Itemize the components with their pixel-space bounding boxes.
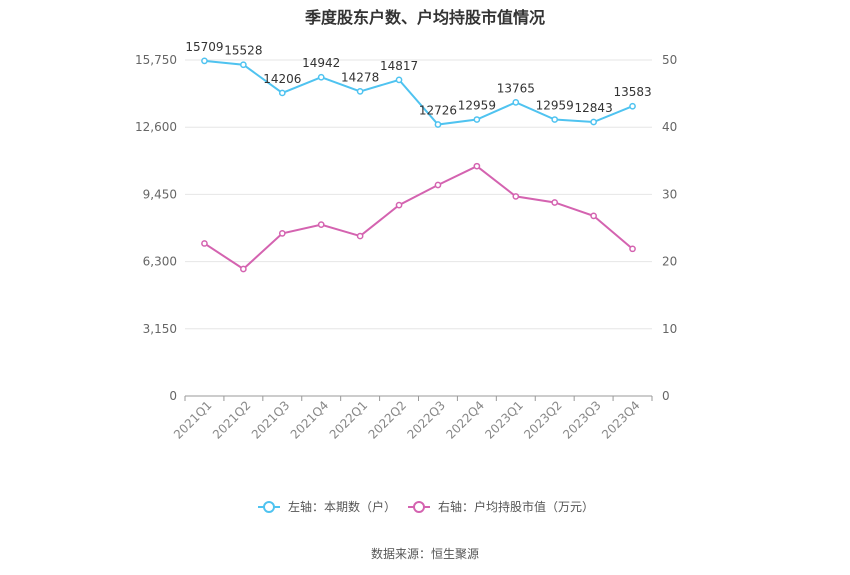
data-point xyxy=(434,121,442,128)
left-tick-label: 15,750 xyxy=(135,53,177,67)
legend-label: 右轴：户均持股市值（万元） xyxy=(438,499,594,514)
data-point xyxy=(395,201,403,209)
data-point xyxy=(473,116,481,123)
left-tick-label: 9,450 xyxy=(143,187,177,201)
right-tick-label: 20 xyxy=(662,255,677,269)
data-point xyxy=(590,212,597,220)
data-point xyxy=(551,199,559,206)
legend-marker xyxy=(413,501,425,513)
data-point xyxy=(512,193,520,200)
data-label: 13765 xyxy=(497,81,535,95)
data-point xyxy=(240,61,247,69)
x-tick-label: 2021Q1 xyxy=(171,398,215,442)
x-tick-label: 2023Q3 xyxy=(560,398,604,442)
left-tick-label: 12,600 xyxy=(135,120,177,134)
series-line xyxy=(204,59,633,126)
left-tick-label: 6,300 xyxy=(143,255,177,269)
data-label: 12843 xyxy=(575,101,613,115)
data-point xyxy=(512,98,520,106)
legend-label: 左轴：本期数（户） xyxy=(288,499,396,514)
x-tick-label: 2021Q2 xyxy=(210,398,254,442)
data-point xyxy=(590,118,597,126)
data-label: 14817 xyxy=(380,59,418,73)
data-point xyxy=(201,240,208,247)
data-point xyxy=(434,181,442,189)
data-point xyxy=(278,230,286,237)
data-point xyxy=(278,89,286,97)
right-tick-label: 50 xyxy=(662,53,677,67)
data-point xyxy=(240,265,247,273)
data-label: 12959 xyxy=(458,99,496,113)
data-label: 15528 xyxy=(224,44,262,58)
x-tick-label: 2022Q4 xyxy=(443,398,487,442)
x-tick-label: 2021Q4 xyxy=(288,398,332,442)
data-point xyxy=(629,245,636,253)
x-tick-label: 2023Q1 xyxy=(482,398,526,442)
data-label: 12726 xyxy=(419,104,457,118)
data-label: 14942 xyxy=(302,56,340,70)
x-tick-label: 2023Q4 xyxy=(599,398,643,442)
data-point xyxy=(201,57,208,65)
x-tick-label: 2023Q2 xyxy=(521,398,565,442)
left-tick-label: 0 xyxy=(169,389,177,403)
data-point xyxy=(317,221,325,228)
legend-marker xyxy=(263,501,275,513)
data-point xyxy=(395,76,403,84)
data-label: 12959 xyxy=(536,99,574,113)
data-label: 14206 xyxy=(263,72,301,86)
x-tick-label: 2022Q1 xyxy=(327,398,371,442)
series-line xyxy=(203,165,634,271)
data-point xyxy=(629,102,636,110)
left-tick-label: 3,150 xyxy=(143,322,177,336)
right-tick-label: 40 xyxy=(662,120,677,134)
data-label: 15709 xyxy=(185,40,223,54)
data-point xyxy=(356,232,364,240)
data-label: 14278 xyxy=(341,70,379,84)
x-tick-label: 2022Q3 xyxy=(405,398,449,442)
right-tick-label: 0 xyxy=(662,389,670,403)
data-label: 13583 xyxy=(613,85,651,99)
right-tick-label: 10 xyxy=(662,322,677,336)
data-point xyxy=(317,73,325,81)
chart-title: 季度股东户数、户均持股市值情况 xyxy=(304,8,545,27)
x-tick-label: 2021Q3 xyxy=(249,398,293,442)
right-tick-label: 30 xyxy=(662,187,677,201)
data-point xyxy=(551,116,559,123)
x-tick-label: 2022Q2 xyxy=(366,398,410,442)
data-point xyxy=(473,162,481,170)
data-point xyxy=(356,88,364,95)
data-source: 数据来源：恒生聚源 xyxy=(370,547,479,561)
